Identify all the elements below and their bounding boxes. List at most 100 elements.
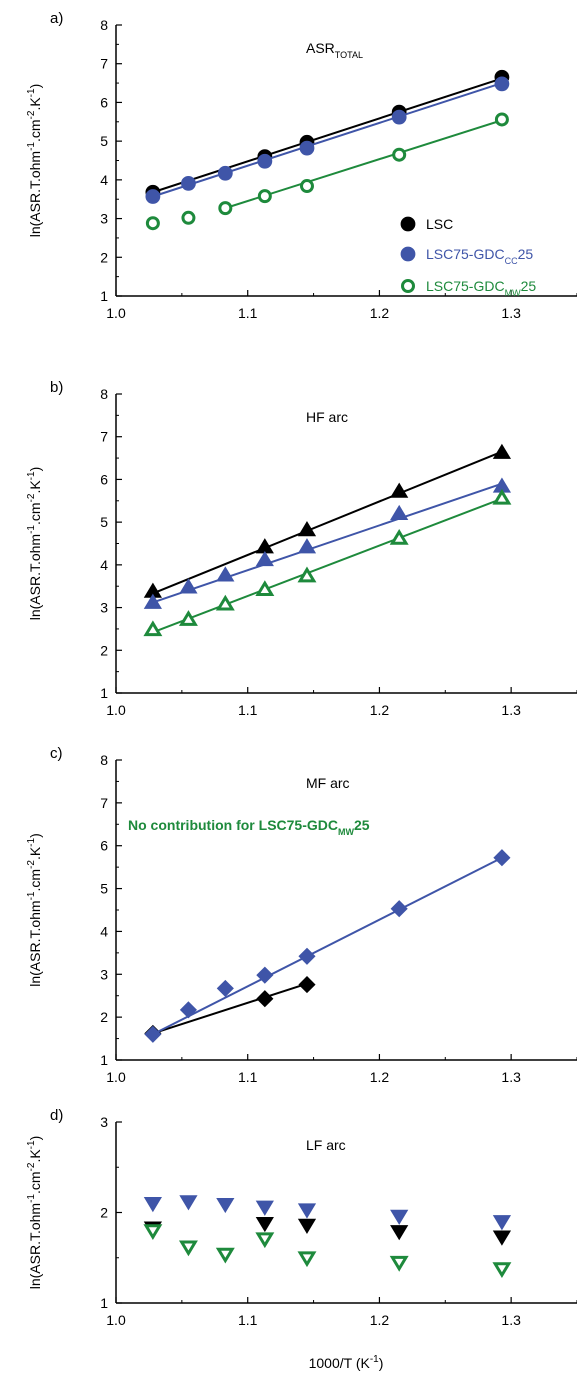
y-label-part: .cm	[27, 119, 43, 142]
panels: 1 2 3 4 5 6 7 8 1.0 1.1 1.2 1.3 a) ASRTOTAL ln(ASR.T.o…	[26, 10, 577, 1328]
data-point	[178, 1240, 198, 1257]
x-tick-label: 1.2	[370, 702, 390, 718]
x-tick-label: 1.3	[501, 702, 521, 718]
data-point	[297, 1251, 317, 1268]
y-label-part: .cm	[27, 869, 43, 892]
y-tick-label: 7	[100, 56, 108, 72]
y-label-sup: -1	[26, 1194, 37, 1203]
fit-line	[152, 450, 503, 595]
y-tick-label: 2	[100, 642, 108, 658]
panel-label: b)	[50, 379, 63, 396]
y-label-part: ln(ASR.T.ohm	[27, 1203, 43, 1289]
data-point	[215, 1247, 235, 1264]
y-label-part: .K	[27, 846, 43, 860]
y-tick-label: 5	[100, 881, 108, 897]
data-point	[143, 1197, 162, 1213]
data-point	[390, 1225, 409, 1241]
data-point	[179, 1195, 198, 1211]
data-point	[297, 1203, 317, 1219]
data-point	[392, 147, 407, 162]
y-label-sup: -2	[26, 860, 37, 869]
data-point	[390, 482, 409, 498]
chart-title: HF arc	[306, 409, 348, 425]
y-label-sup: -2	[26, 110, 37, 119]
x-tick-label: 1.1	[238, 1312, 258, 1328]
data-point	[256, 966, 274, 984]
series-gdc-mw	[143, 1224, 512, 1279]
y-axis-label: ln(ASR.T.ohm-1.cm-2.K-1)	[26, 1136, 43, 1290]
x-tick-label: 1.3	[501, 305, 521, 321]
x-axis-label: 1000/T (K-1)	[309, 1354, 384, 1371]
series-gdc-cc	[143, 1195, 512, 1231]
panel-label: c)	[50, 745, 63, 762]
y-label-part: ln(ASR.T.ohm	[27, 151, 43, 237]
y-label-sup: -1	[26, 837, 37, 846]
x-tick-label: 1.0	[106, 305, 126, 321]
y-tick-label: 1	[100, 685, 108, 701]
y-tick-label: 4	[100, 923, 108, 939]
y-tick-label: 8	[100, 752, 108, 768]
data-point	[215, 594, 235, 611]
y-label-sup: -2	[26, 493, 37, 502]
legend-entry: LSC	[426, 216, 453, 232]
data-point	[179, 578, 198, 594]
chart-note-subscript: MW	[338, 827, 354, 837]
y-label-sup: -1	[26, 88, 37, 97]
data-point	[217, 165, 233, 181]
chart-title: MF arc	[306, 775, 350, 791]
y-tick-label: 8	[100, 17, 108, 33]
x-tick-label: 1.2	[370, 1069, 390, 1085]
series-gdc-mw	[145, 112, 509, 231]
data-point	[216, 979, 234, 997]
data-point	[297, 1218, 317, 1234]
y-label-part: )	[27, 833, 43, 838]
series-lsc	[143, 443, 512, 598]
data-point	[179, 1001, 198, 1019]
legend-marker	[400, 246, 416, 262]
chart-title-main: MF arc	[306, 775, 350, 791]
y-tick-label: 5	[100, 514, 108, 530]
data-point	[145, 189, 161, 204]
x-tick-label: 1.3	[501, 1069, 521, 1085]
data-point	[297, 566, 317, 583]
data-point	[178, 610, 198, 626]
y-tick-label: 3	[100, 600, 108, 616]
data-point	[218, 201, 233, 216]
data-point	[257, 153, 273, 169]
y-axis-label: ln(ASR.T.ohm-1.cm-2.K-1)	[26, 467, 43, 621]
fit-line	[152, 77, 503, 194]
legend-entry: LSC75-GDCMW25	[426, 278, 536, 298]
y-label-sup: -1	[26, 525, 37, 534]
data-point	[390, 504, 409, 520]
legend-text-main: LSC75-GDC	[426, 278, 505, 294]
y-tick-label: 6	[100, 838, 108, 854]
data-point	[256, 990, 274, 1008]
y-tick-label: 8	[100, 386, 108, 402]
data-point	[494, 76, 510, 92]
y-tick-label: 1	[100, 288, 108, 304]
fit-line	[152, 482, 503, 604]
data-point	[299, 179, 314, 194]
data-point	[390, 900, 408, 918]
y-tick-label: 2	[100, 249, 108, 265]
data-point	[492, 1230, 512, 1246]
x-tick-label: 1.3	[501, 1312, 521, 1328]
data-point	[494, 112, 509, 127]
y-tick-label: 3	[100, 211, 108, 227]
y-label-part: .cm	[27, 1171, 43, 1194]
data-point	[216, 566, 235, 582]
chart-title: ASRTOTAL	[306, 40, 363, 60]
y-tick-label: 2	[100, 1205, 108, 1221]
data-point	[492, 488, 512, 505]
chart-title-main: LF arc	[306, 1137, 346, 1153]
data-point	[143, 620, 163, 637]
x-tick-label: 1.1	[238, 1069, 258, 1085]
x-tick-label: 1.2	[370, 305, 390, 321]
y-tick-label: 2	[100, 1009, 108, 1025]
data-point	[255, 1200, 274, 1216]
y-label-sup: -2	[26, 1162, 37, 1171]
series-gdc-cc	[145, 76, 510, 204]
legend-text-main: LSC75-GDC	[426, 246, 505, 262]
y-label-sup: -1	[26, 891, 37, 900]
